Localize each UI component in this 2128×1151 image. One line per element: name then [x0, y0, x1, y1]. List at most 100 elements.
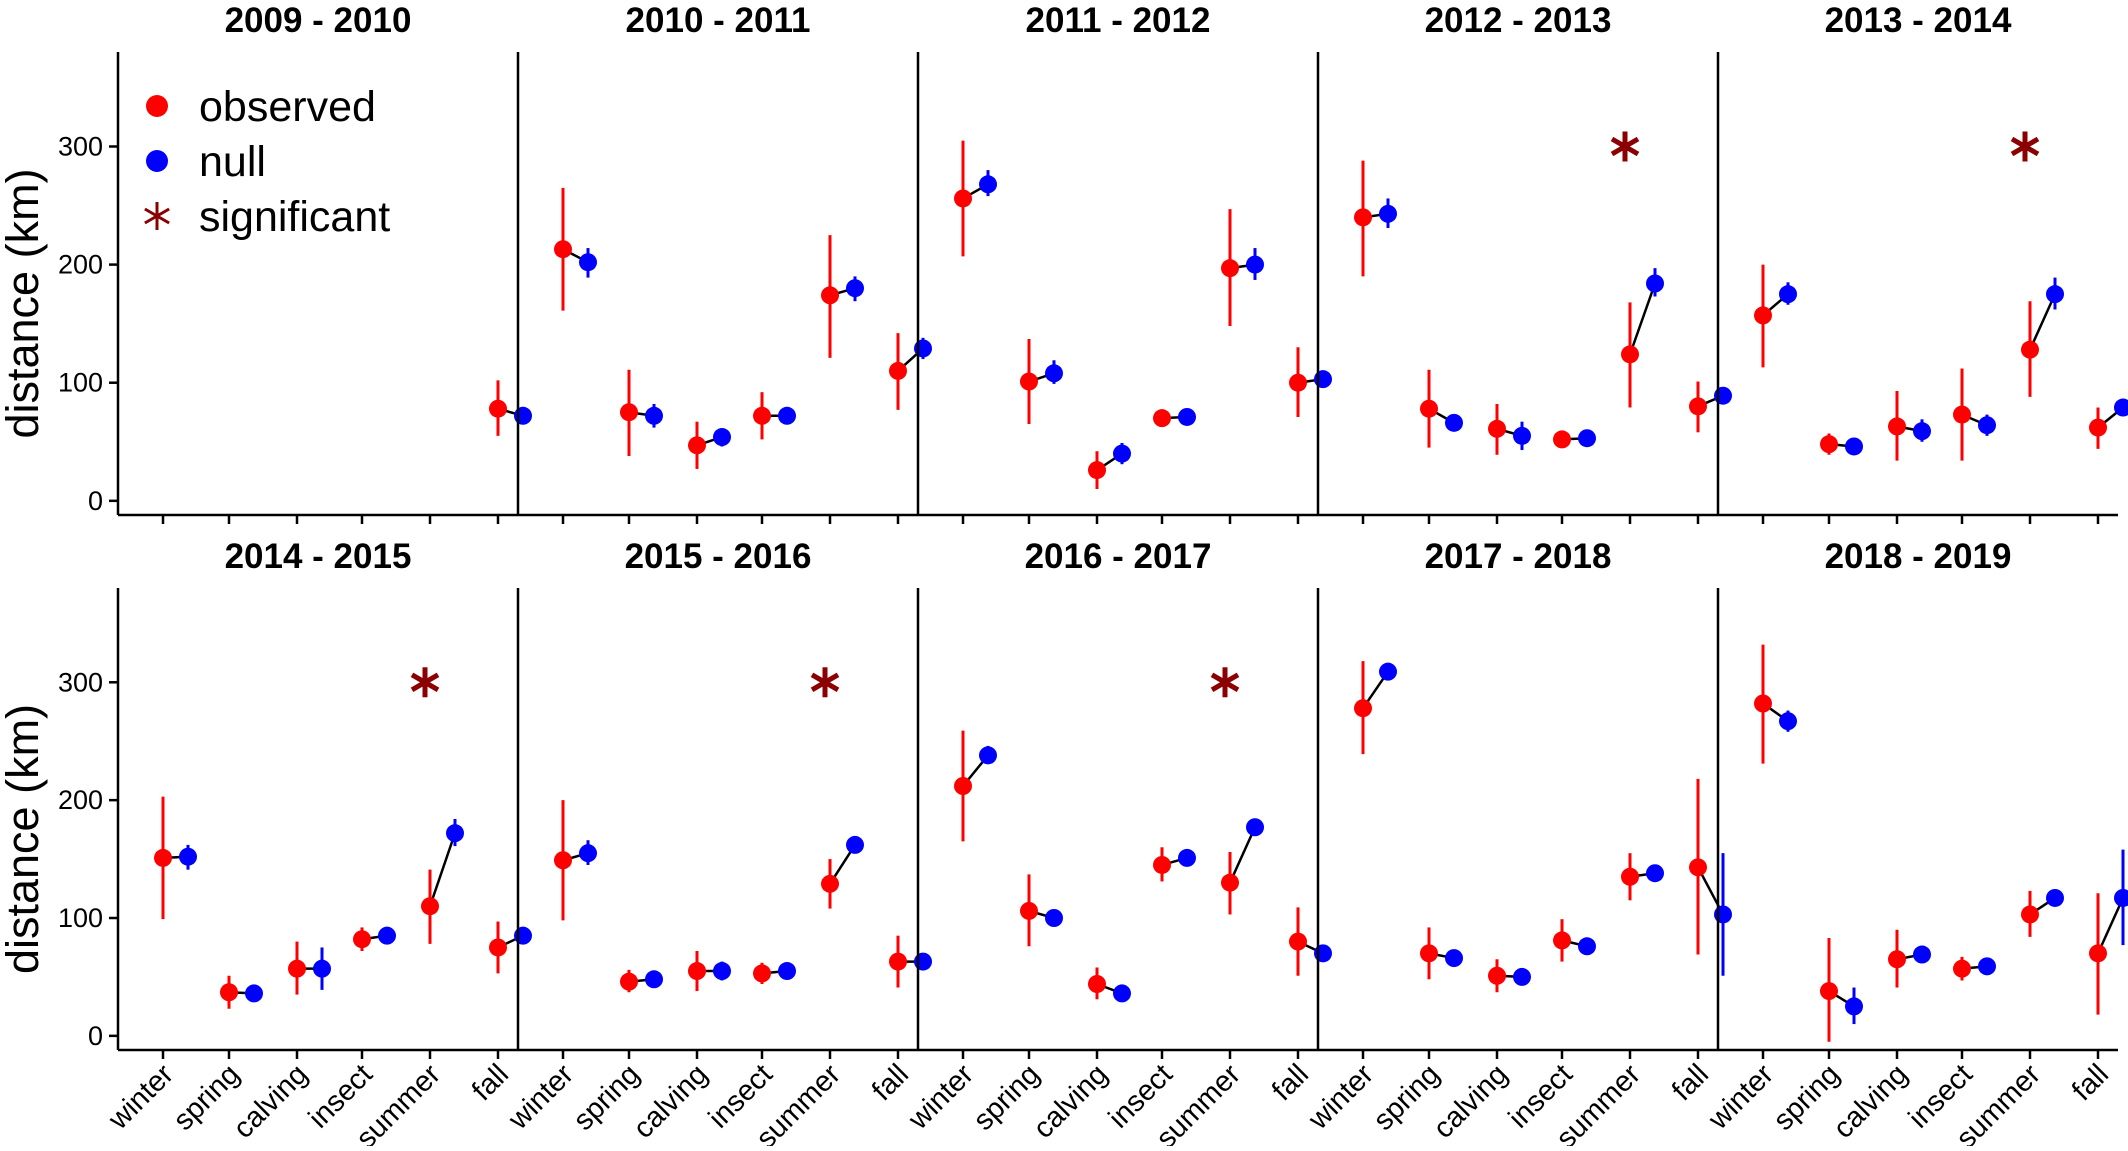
- null-point-winter: [979, 175, 997, 194]
- null-point-winter: [979, 746, 997, 765]
- null-point-fall: [914, 952, 932, 971]
- connector-fall: [2096, 897, 2125, 954]
- panel-2015-2016: 2015 - 2016winterspringcalvinginsectsumm…: [502, 537, 932, 1151]
- x-tick-label-fall: fall: [2066, 1058, 2115, 1107]
- y-tick-label: 0: [88, 1021, 103, 1051]
- asterisk-stroke: [144, 207, 170, 225]
- null-point-winter: [1779, 712, 1797, 731]
- observed-point-winter: [954, 777, 972, 795]
- null-point-calving: [713, 428, 731, 447]
- asterisk-stroke: [810, 672, 840, 692]
- panel-title: 2011 - 2012: [1026, 1, 1211, 40]
- null-point-summer: [2046, 888, 2064, 907]
- observed-point-spring: [1820, 435, 1838, 454]
- x-tick-label-winter: winter: [1702, 1058, 1780, 1136]
- null-point-spring: [1445, 413, 1463, 432]
- observed-point-summer: [1221, 259, 1239, 278]
- null-point-spring: [1845, 437, 1863, 456]
- panel-2013-2014: 2013 - 2014: [1716, 1, 2128, 524]
- observed-point-calving: [1488, 966, 1506, 985]
- observed-point-calving: [1088, 975, 1106, 993]
- significant-marker-summer: [810, 667, 840, 698]
- null-point-summer: [1646, 864, 1664, 883]
- panel-2014-2015: 2014 - 2015 0 100 200 300 distance (km) winter…: [0, 537, 532, 1151]
- legend: observed null significant: [144, 83, 390, 241]
- legend-label-null: null: [199, 138, 266, 186]
- x-tick-label-winter: winter: [102, 1058, 180, 1136]
- observed-point-calving: [288, 959, 306, 978]
- panel-title: 2017 - 2018: [1425, 537, 1612, 576]
- null-point-spring: [645, 970, 663, 989]
- observed-point-winter: [1354, 208, 1372, 227]
- y-tick-label: 300: [58, 667, 103, 697]
- y-axis-title: distance (km): [0, 704, 48, 974]
- null-point-fall: [914, 339, 932, 358]
- panel-2011-2012: 2011 - 2012: [916, 1, 1332, 524]
- null-point-winter: [179, 847, 197, 866]
- x-tick-label-calving: calving: [227, 1058, 313, 1144]
- legend-marker-null: [146, 150, 168, 172]
- x-tick-label-calving: calving: [1827, 1058, 1913, 1144]
- observed-point-insect: [1553, 931, 1571, 950]
- panel-title: 2010 - 2011: [626, 1, 811, 40]
- null-point-calving: [713, 962, 731, 981]
- null-point-winter: [579, 253, 597, 272]
- null-point-spring: [645, 406, 663, 425]
- connector-summer: [1628, 283, 1657, 355]
- observed-point-spring: [1020, 901, 1038, 920]
- null-point-fall: [514, 406, 532, 425]
- null-point-calving: [1113, 984, 1131, 1003]
- observed-point-calving: [1488, 419, 1506, 438]
- observed-point-summer: [821, 286, 839, 305]
- observed-point-spring: [220, 983, 238, 1002]
- panel-title: 2016 - 2017: [1025, 537, 1212, 576]
- significant-marker-summer: [2010, 131, 2040, 162]
- null-point-calving: [1513, 967, 1531, 986]
- observed-point-insect: [753, 406, 771, 425]
- panel-2016-2017: 2016 - 2017winterspringcalvinginsectsumm…: [902, 537, 1332, 1151]
- observed-point-insect: [1953, 959, 1971, 978]
- panel-2012-2013: 2012 - 2013: [1316, 1, 1732, 524]
- panel-2017-2018: 2017 - 2018winterspringcalvinginsectsumm…: [1302, 537, 1732, 1151]
- observed-point-fall: [1289, 932, 1307, 951]
- asterisk-stroke: [2010, 136, 2040, 157]
- observed-point-insect: [753, 964, 771, 983]
- observed-point-summer: [821, 874, 839, 893]
- null-point-insect: [1178, 848, 1196, 867]
- x-tick-label-winter: winter: [502, 1058, 580, 1136]
- connector-summer: [2028, 293, 2057, 351]
- x-tick-label-fall: fall: [1666, 1058, 1715, 1107]
- null-point-spring: [1445, 949, 1463, 968]
- significant-marker-summer: [1610, 131, 1640, 162]
- y-tick-label: 300: [58, 131, 103, 161]
- observed-point-fall: [1689, 858, 1707, 877]
- null-point-winter: [1379, 662, 1397, 681]
- observed-point-fall: [889, 952, 907, 971]
- y-tick-label: 200: [58, 250, 103, 280]
- null-point-calving: [1513, 426, 1531, 445]
- null-point-insect: [778, 962, 796, 981]
- observed-point-calving: [1888, 950, 1906, 969]
- null-point-fall: [514, 926, 532, 945]
- panel-title: 2009 - 2010: [225, 1, 412, 40]
- panel-2010-2011: 2010 - 2011: [516, 1, 932, 524]
- observed-point-insect: [1153, 409, 1171, 428]
- observed-point-calving: [688, 436, 706, 455]
- x-tick-label-fall: fall: [1266, 1058, 1315, 1107]
- legend-marker-significant: [144, 202, 170, 230]
- null-point-winter: [1379, 204, 1397, 223]
- observed-point-calving: [688, 962, 706, 981]
- null-point-insect: [1978, 957, 1996, 976]
- null-point-spring: [1045, 364, 1063, 383]
- connector-summer: [1228, 826, 1257, 884]
- null-point-summer: [846, 279, 864, 298]
- null-point-insect: [1578, 937, 1596, 956]
- panel-2018-2019: 2018 - 2019winterspringcalvinginsectsumm…: [1702, 537, 2128, 1151]
- null-point-calving: [1913, 422, 1931, 441]
- y-tick-label: 0: [88, 486, 103, 516]
- observed-point-insect: [353, 930, 371, 949]
- panel-title: 2015 - 2016: [625, 537, 812, 576]
- observed-point-winter: [554, 240, 572, 259]
- null-point-fall: [2114, 398, 2128, 417]
